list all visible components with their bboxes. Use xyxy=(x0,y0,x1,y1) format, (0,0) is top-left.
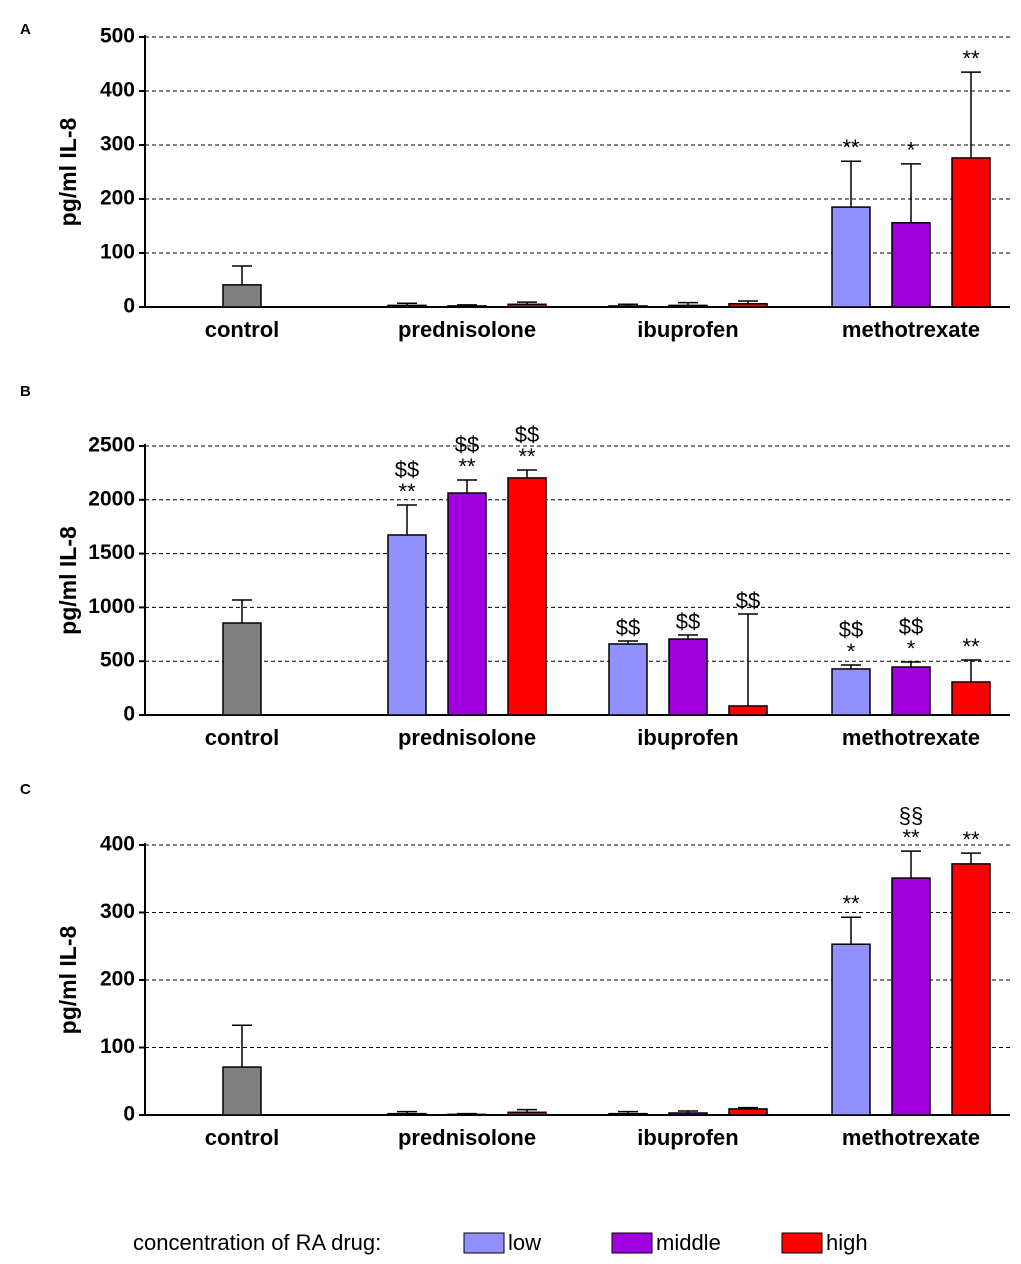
legend-swatch xyxy=(781,1232,823,1254)
significance-mark: $$ xyxy=(839,617,863,642)
y-tick-label: 300 xyxy=(100,900,135,923)
significance-mark: * xyxy=(847,639,856,664)
significance-mark: $$ xyxy=(616,615,640,640)
legend-label: high xyxy=(826,1230,868,1255)
bar xyxy=(447,305,487,308)
bar xyxy=(951,157,991,308)
y-tick-label: 0 xyxy=(123,295,135,318)
bar xyxy=(608,643,648,716)
bar xyxy=(891,222,931,308)
x-tick-label: control xyxy=(205,1125,280,1150)
bar xyxy=(891,877,931,1116)
y-tick-label: 0 xyxy=(123,1103,135,1126)
legend-swatch xyxy=(611,1232,653,1254)
y-tick-label: 100 xyxy=(100,241,135,264)
bar xyxy=(728,705,768,716)
y-tick-label: 500 xyxy=(100,25,135,48)
y-axis-label: pg/ml IL-8 xyxy=(55,117,81,226)
significance-mark: ** xyxy=(962,46,980,71)
bar xyxy=(608,305,648,308)
y-axis-label: pg/ml IL-8 xyxy=(55,526,81,635)
bar xyxy=(831,668,871,716)
x-tick-label: prednisolone xyxy=(398,317,536,342)
x-tick-label: ibuprofen xyxy=(637,1125,738,1150)
panel-label: A xyxy=(20,21,31,38)
bar xyxy=(951,681,991,716)
bar xyxy=(447,492,487,716)
significance-mark: ** xyxy=(902,825,920,850)
x-tick-label: ibuprofen xyxy=(637,725,738,750)
x-tick-label: methotrexate xyxy=(842,317,980,342)
bar xyxy=(387,304,427,308)
bar xyxy=(668,1112,708,1116)
legend-swatch xyxy=(463,1232,505,1254)
bar xyxy=(728,1108,768,1116)
y-tick-label: 400 xyxy=(100,833,135,856)
panel-label: B xyxy=(20,383,31,400)
significance-mark: ** xyxy=(842,891,860,916)
x-tick-label: methotrexate xyxy=(842,725,980,750)
significance-mark: $$ xyxy=(676,609,700,634)
significance-mark: $$ xyxy=(395,457,419,482)
x-tick-label: methotrexate xyxy=(842,1125,980,1150)
significance-mark: ** xyxy=(962,827,980,852)
panel-label: C xyxy=(20,781,31,798)
y-tick-label: 2000 xyxy=(88,487,135,510)
bar xyxy=(507,477,547,716)
bar xyxy=(831,206,871,308)
y-axis-label: pg/ml IL-8 xyxy=(55,925,81,1034)
bar xyxy=(507,1111,547,1116)
y-tick-label: 300 xyxy=(100,133,135,156)
x-tick-label: ibuprofen xyxy=(637,317,738,342)
bar xyxy=(668,638,708,716)
significance-mark: §§ xyxy=(899,803,923,828)
legend-label: low xyxy=(508,1230,541,1255)
legend-label: middle xyxy=(656,1230,721,1255)
y-tick-label: 400 xyxy=(100,79,135,102)
bar xyxy=(728,303,768,308)
x-tick-label: prednisolone xyxy=(398,1125,536,1150)
significance-mark: ** xyxy=(962,634,980,659)
significance-mark: $$ xyxy=(736,588,760,613)
bar xyxy=(891,666,931,716)
bar xyxy=(668,304,708,308)
bar xyxy=(222,622,262,716)
bar xyxy=(447,1113,487,1116)
bar xyxy=(951,863,991,1116)
bar xyxy=(387,1112,427,1116)
significance-mark: $$ xyxy=(899,614,923,639)
legend-title: concentration of RA drug: xyxy=(133,1230,381,1255)
significance-mark: * xyxy=(907,138,916,163)
y-tick-label: 2500 xyxy=(88,434,135,457)
bar xyxy=(831,943,871,1116)
y-tick-label: 1500 xyxy=(88,541,135,564)
significance-mark: ** xyxy=(398,479,416,504)
y-tick-label: 0 xyxy=(123,703,135,726)
y-tick-label: 100 xyxy=(100,1035,135,1058)
bar xyxy=(387,534,427,716)
y-tick-label: 500 xyxy=(100,649,135,672)
x-tick-label: control xyxy=(205,317,280,342)
bar xyxy=(222,1066,262,1116)
significance-mark: ** xyxy=(842,135,860,160)
bar xyxy=(608,1112,648,1116)
bar xyxy=(507,303,547,308)
significance-mark: $$ xyxy=(515,422,539,447)
y-tick-label: 200 xyxy=(100,187,135,210)
significance-mark: $$ xyxy=(455,432,479,457)
x-tick-label: prednisolone xyxy=(398,725,536,750)
significance-mark: ** xyxy=(458,454,476,479)
x-tick-label: control xyxy=(205,725,280,750)
y-tick-label: 1000 xyxy=(88,595,135,618)
y-tick-label: 200 xyxy=(100,968,135,991)
significance-mark: ** xyxy=(518,444,536,469)
significance-mark: * xyxy=(907,636,916,661)
bar xyxy=(222,284,262,308)
